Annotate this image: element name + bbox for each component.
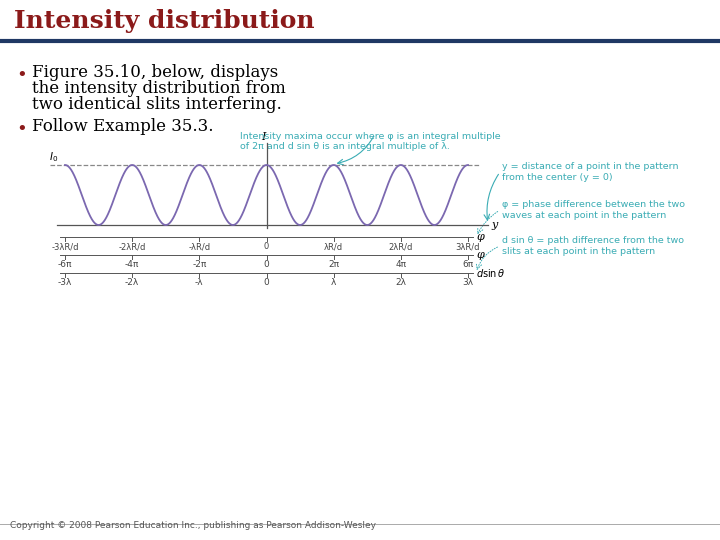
Text: 3λR/d: 3λR/d — [456, 242, 480, 251]
Text: 2λ: 2λ — [395, 278, 406, 287]
Text: 0: 0 — [264, 260, 269, 269]
Text: Copyright © 2008 Pearson Education Inc., publishing as Pearson Addison-Wesley: Copyright © 2008 Pearson Education Inc.,… — [10, 521, 376, 530]
Text: λ: λ — [331, 278, 336, 287]
Text: -λR/d: -λR/d — [188, 242, 210, 251]
Text: 0: 0 — [264, 278, 269, 287]
Text: λR/d: λR/d — [324, 242, 343, 251]
Text: φ = phase difference between the two
waves at each point in the pattern: φ = phase difference between the two wav… — [502, 200, 685, 220]
Text: 3λ: 3λ — [462, 278, 474, 287]
Text: 2λR/d: 2λR/d — [389, 242, 413, 251]
Text: -3λ: -3λ — [58, 278, 72, 287]
Text: y = distance of a point in the pattern
from the center (y = 0): y = distance of a point in the pattern f… — [502, 163, 678, 181]
Text: -3λR/d: -3λR/d — [51, 242, 78, 251]
Text: -2λ: -2λ — [125, 278, 139, 287]
Bar — [0, 0, 720, 40]
Text: •: • — [16, 120, 27, 138]
Text: d sin θ = path difference from the two
slits at each point in the pattern: d sin θ = path difference from the two s… — [502, 237, 684, 256]
Text: the intensity distribution from: the intensity distribution from — [32, 80, 286, 97]
Text: -2π: -2π — [192, 260, 207, 269]
Text: 2π: 2π — [328, 260, 339, 269]
Text: 0: 0 — [264, 242, 269, 251]
Text: Intensity maxima occur where φ is an integral multiple
of 2π and d sin θ is an i: Intensity maxima occur where φ is an int… — [240, 132, 500, 151]
Text: Intensity distribution: Intensity distribution — [14, 9, 315, 33]
Text: 4π: 4π — [395, 260, 406, 269]
Text: -6π: -6π — [58, 260, 72, 269]
Text: Follow Example 35.3.: Follow Example 35.3. — [32, 118, 214, 135]
Text: two identical slits interfering.: two identical slits interfering. — [32, 96, 282, 113]
Text: φ: φ — [476, 250, 484, 260]
Text: 6π: 6π — [462, 260, 474, 269]
Text: -4π: -4π — [125, 260, 140, 269]
Text: -λ: -λ — [195, 278, 204, 287]
Text: •: • — [16, 66, 27, 84]
Text: $d\sin\theta$: $d\sin\theta$ — [476, 267, 505, 279]
Text: -2λR/d: -2λR/d — [119, 242, 146, 251]
Text: y: y — [491, 220, 498, 230]
Text: $I_0$: $I_0$ — [49, 150, 58, 164]
Text: Figure 35.10, below, displays: Figure 35.10, below, displays — [32, 64, 278, 81]
Text: φ: φ — [476, 232, 484, 242]
Text: I: I — [261, 132, 266, 142]
